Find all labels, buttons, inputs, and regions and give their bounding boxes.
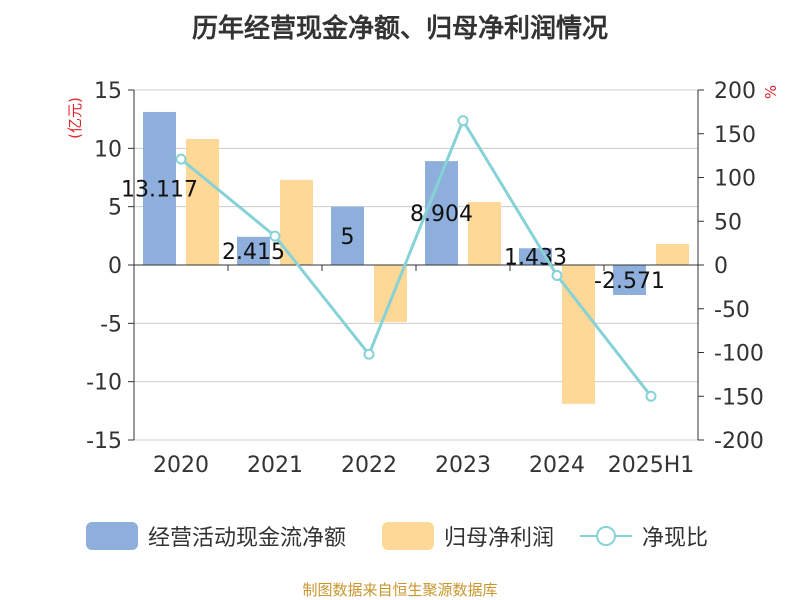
- right-axis-tick-label: 0: [714, 254, 728, 279]
- bar-profit: [186, 139, 219, 265]
- bar-cash: [237, 236, 270, 265]
- right-axis-tick-label: -150: [714, 385, 764, 410]
- bar-cash: [613, 265, 646, 295]
- bar-cash: [143, 111, 176, 266]
- left-axis-tick-label: -15: [86, 429, 122, 454]
- left-axis-tick-label: 5: [108, 196, 122, 221]
- right-axis-tick-label: 200: [714, 79, 756, 104]
- data-labels-group: 13.117 2.415 5 8.904 1.433 -2.571: [121, 177, 665, 294]
- data-label-cash: 5: [341, 225, 355, 250]
- data-label-cash: 1.433: [504, 246, 567, 271]
- chart-title: 历年经营现金净额、归母净利润情况: [191, 14, 608, 44]
- legend-swatch-cash: [86, 522, 138, 550]
- x-axis-tick-label: 2025H1: [608, 453, 695, 478]
- x-axis-tick-label: 2023: [435, 453, 491, 478]
- ratio-point: [457, 115, 469, 127]
- legend-label-profit: 归母净利润: [444, 526, 555, 551]
- left-axis-unit: (亿元): [66, 97, 84, 139]
- bar-cash: [331, 206, 364, 265]
- legend-label-cash: 经营活动现金流净额: [148, 526, 347, 551]
- right-axis-unit: %: [762, 85, 780, 99]
- bar-profit: [562, 265, 595, 404]
- legend-item-cash[interactable]: 经营活动现金流净额: [86, 518, 346, 554]
- ratio-point: [269, 230, 281, 242]
- source-note: 制图数据来自恒生聚源数据库: [302, 581, 498, 599]
- legend-swatch-profit: [382, 522, 434, 550]
- x-axis-tick-label: 2021: [247, 453, 303, 478]
- data-label-cash: 8.904: [410, 202, 473, 227]
- legend-label-ratio: 净现比: [642, 526, 709, 551]
- legend-item-profit[interactable]: 归母净利润: [382, 518, 554, 554]
- data-label-cash: -2.571: [594, 269, 665, 294]
- data-label-cash: 2.415: [222, 240, 285, 265]
- bar-profit: [468, 202, 501, 265]
- bars-group: [143, 111, 689, 404]
- left-axis-tick-label: -5: [100, 312, 122, 337]
- right-axis-tick-label: 150: [714, 123, 756, 148]
- x-axis-tick-label: 2024: [529, 453, 585, 478]
- left-axis-tick-label: 15: [94, 79, 122, 104]
- right-axis-tick-label: -100: [714, 342, 764, 367]
- x-axis-tick-label: 2020: [153, 453, 209, 478]
- axes-group: 151050-5-10-15200150100500-50-100-150-20…: [66, 79, 780, 478]
- legend: 经营活动现金流净额 归母净利润 净现比: [0, 518, 800, 554]
- right-axis-tick-label: -200: [714, 429, 764, 454]
- legend-item-ratio[interactable]: 净现比: [580, 518, 708, 554]
- left-axis-tick-label: -10: [86, 371, 122, 396]
- bar-profit: [656, 244, 689, 265]
- ratio-point: [363, 348, 375, 360]
- right-axis-tick-label: 50: [714, 210, 742, 235]
- right-axis-tick-label: -50: [714, 298, 750, 323]
- ratio-point: [645, 390, 657, 402]
- x-axis-tick-label: 2022: [341, 453, 397, 478]
- legend-line-marker-icon: [580, 522, 632, 550]
- bar-cash: [425, 161, 458, 265]
- left-axis-tick-label: 10: [94, 137, 122, 162]
- left-axis-tick-label: 0: [108, 254, 122, 279]
- right-axis-tick-label: 100: [714, 167, 756, 192]
- ratio-point: [175, 153, 187, 165]
- ratio-line: [180, 117, 653, 398]
- ratio-point: [551, 270, 563, 281]
- ratio-line-group: [175, 115, 657, 402]
- data-label-cash: 13.117: [121, 177, 198, 202]
